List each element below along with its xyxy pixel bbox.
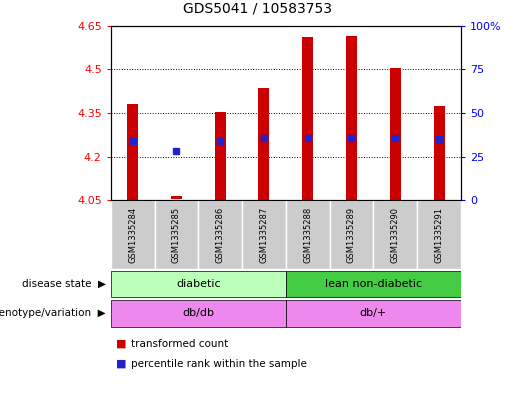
Bar <box>127 104 138 200</box>
Bar <box>302 37 313 200</box>
Bar <box>346 36 357 200</box>
Bar <box>154 200 198 269</box>
Bar <box>330 200 373 269</box>
Text: GSM1335291: GSM1335291 <box>435 207 443 263</box>
Text: GSM1335290: GSM1335290 <box>391 207 400 263</box>
Text: GDS5041 / 10583753: GDS5041 / 10583753 <box>183 2 332 16</box>
Bar <box>286 300 461 327</box>
Bar <box>111 300 286 327</box>
Text: percentile rank within the sample: percentile rank within the sample <box>131 358 307 369</box>
Bar <box>171 196 182 199</box>
Bar <box>390 68 401 200</box>
Text: ■: ■ <box>116 339 126 349</box>
Bar <box>373 200 417 269</box>
Text: genotype/variation  ▶: genotype/variation ▶ <box>0 309 106 318</box>
Bar <box>111 200 154 269</box>
Text: GSM1335287: GSM1335287 <box>260 207 268 263</box>
Text: GSM1335285: GSM1335285 <box>172 207 181 263</box>
Bar <box>434 106 444 200</box>
Text: GSM1335284: GSM1335284 <box>128 207 137 263</box>
Bar <box>259 88 269 200</box>
Text: GSM1335286: GSM1335286 <box>216 207 225 263</box>
Bar <box>242 200 286 269</box>
Bar <box>286 200 330 269</box>
Text: lean non-diabetic: lean non-diabetic <box>325 279 422 289</box>
Bar <box>111 271 286 297</box>
Bar <box>215 112 226 200</box>
Text: diabetic: diabetic <box>176 279 220 289</box>
Bar <box>198 200 242 269</box>
Bar <box>417 200 461 269</box>
Text: ■: ■ <box>116 358 126 369</box>
Text: db/db: db/db <box>182 309 214 318</box>
Text: GSM1335289: GSM1335289 <box>347 207 356 263</box>
Text: GSM1335288: GSM1335288 <box>303 207 312 263</box>
Text: transformed count: transformed count <box>131 339 229 349</box>
Text: db/+: db/+ <box>360 309 387 318</box>
Bar <box>286 271 461 297</box>
Text: disease state  ▶: disease state ▶ <box>22 279 106 289</box>
